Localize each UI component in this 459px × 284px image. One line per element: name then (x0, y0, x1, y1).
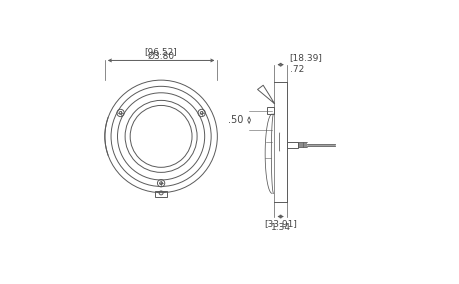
Bar (155, 191, 167, 197)
Text: [18.39]: [18.39] (289, 53, 322, 62)
Bar (267, 107, 274, 114)
Text: .72: .72 (289, 65, 303, 74)
Text: Ø3.80: Ø3.80 (147, 51, 174, 60)
Text: [96.52]: [96.52] (145, 47, 177, 56)
Text: .50: .50 (228, 115, 243, 125)
Bar (286, 142, 297, 148)
Text: [33.91]: [33.91] (263, 219, 297, 228)
Text: 1.34: 1.34 (270, 223, 290, 232)
